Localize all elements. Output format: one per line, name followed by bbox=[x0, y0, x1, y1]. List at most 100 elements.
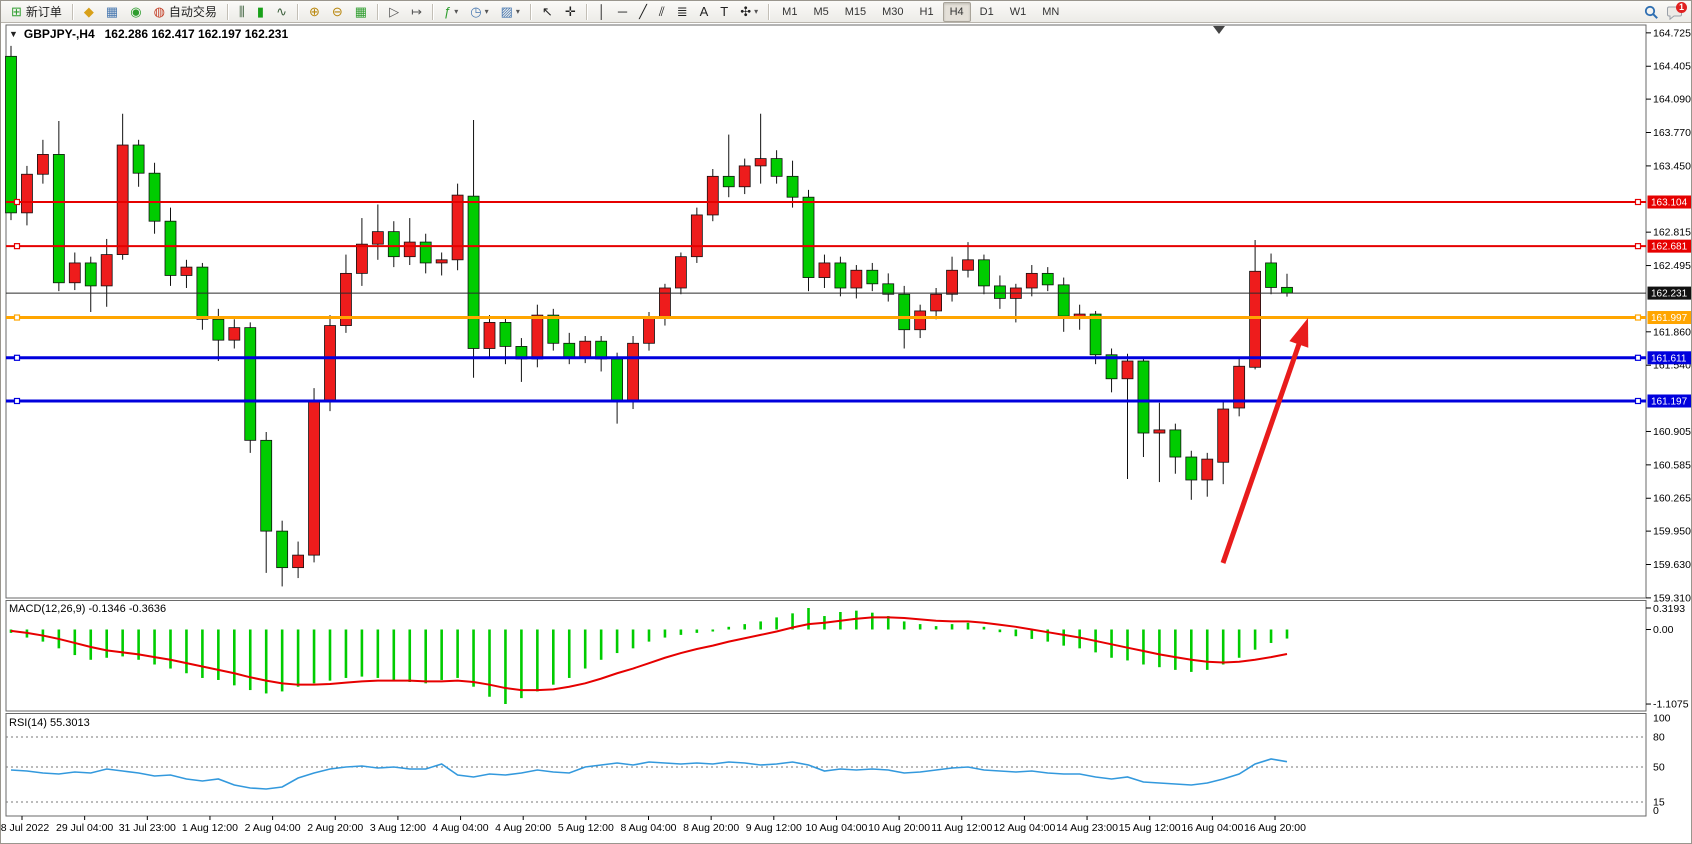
price-tick-label: 164.725 bbox=[1653, 27, 1691, 39]
timeframe-m1[interactable]: M1 bbox=[782, 5, 798, 18]
indicators-button[interactable]: ƒ ▾ bbox=[439, 1, 463, 23]
candle-body bbox=[483, 322, 496, 349]
autotrading-button[interactable]: ◍ 自动交易 bbox=[149, 1, 222, 23]
toolbar-separator bbox=[377, 3, 380, 20]
fibonacci-button[interactable]: ≣ bbox=[672, 1, 693, 23]
time-tick-label: 1 Aug 12:00 bbox=[182, 822, 238, 834]
arrows-button[interactable]: ✣ ▾ bbox=[735, 1, 763, 23]
new-order-button-label: 新订单 bbox=[25, 5, 62, 19]
candle-body bbox=[834, 262, 847, 289]
time-tick-label: 31 Jul 23:00 bbox=[119, 822, 176, 834]
macd-tick-label: 0.3193 bbox=[1653, 603, 1685, 615]
price-tick-label: 160.585 bbox=[1653, 459, 1691, 471]
data-window-button[interactable]: ▦ bbox=[101, 1, 123, 23]
crosshair-button[interactable]: ✛ bbox=[560, 1, 581, 23]
candle-body bbox=[1089, 313, 1102, 356]
market-watch-button[interactable]: ◆ bbox=[79, 1, 99, 23]
candle-body bbox=[276, 530, 289, 569]
candle-body bbox=[531, 314, 544, 360]
candle-body bbox=[643, 317, 655, 344]
candle-body bbox=[1105, 354, 1118, 380]
time-tick-label: 5 Aug 12:00 bbox=[558, 822, 614, 834]
macd-pane[interactable] bbox=[5, 600, 1647, 712]
rsi-tick-label: 0 bbox=[1653, 805, 1659, 817]
line-handle[interactable] bbox=[1634, 397, 1642, 405]
timeframe-m15[interactable]: M15 bbox=[844, 5, 867, 18]
time-tick-label: 15 Aug 12:00 bbox=[1119, 822, 1181, 834]
line-handle[interactable] bbox=[13, 198, 21, 206]
price-tick-label: 163.450 bbox=[1653, 160, 1691, 172]
zoom-in-button[interactable]: ⊕ bbox=[304, 1, 325, 23]
line-chart-button[interactable]: ∿ bbox=[271, 1, 292, 23]
toolbar-separator bbox=[296, 3, 299, 20]
line-handle[interactable] bbox=[13, 354, 21, 361]
time-tick-label: 8 Aug 04:00 bbox=[620, 822, 676, 834]
cursor-icon: ↖ bbox=[541, 3, 553, 19]
equidistant-channel-button[interactable]: ⫽ bbox=[654, 1, 670, 23]
vertical-line-button[interactable]: │ bbox=[593, 1, 611, 23]
line-handle[interactable] bbox=[13, 397, 21, 405]
periods-button[interactable]: ◷ ▾ bbox=[465, 1, 493, 23]
chat-icon[interactable]: 1 bbox=[1665, 2, 1687, 22]
chart-shift-button[interactable]: ↦ bbox=[406, 1, 427, 23]
line-handle[interactable] bbox=[1634, 354, 1642, 361]
time-tick-label: 4 Aug 04:00 bbox=[433, 822, 489, 834]
new-order-button[interactable]: ⊞ 新订单 bbox=[6, 1, 67, 23]
bar-chart-button[interactable]: ⫼ bbox=[234, 1, 250, 23]
text-button[interactable]: A bbox=[695, 1, 714, 23]
timeframe-w1[interactable]: W1 bbox=[1009, 5, 1027, 18]
periods-icon: ◷ bbox=[470, 3, 482, 19]
cursor-button[interactable]: ↖ bbox=[537, 1, 558, 23]
trend-arrow-shaft[interactable] bbox=[1220, 337, 1304, 564]
toolbar-separator bbox=[431, 3, 434, 20]
templates-button-dropdown-icon[interactable]: ▾ bbox=[515, 7, 520, 16]
candle-body bbox=[324, 325, 336, 402]
line-handle[interactable] bbox=[13, 243, 21, 250]
macd-signal-line bbox=[10, 616, 1288, 692]
timeframe-m5[interactable]: M5 bbox=[813, 5, 829, 18]
periods-button-dropdown-icon[interactable]: ▾ bbox=[484, 7, 489, 16]
line-handle[interactable] bbox=[13, 314, 21, 321]
timeframe-h4[interactable]: H4 bbox=[942, 1, 971, 22]
toolbar-separator bbox=[71, 3, 74, 20]
candle-body bbox=[1201, 458, 1214, 481]
time-tick-label: 16 Aug 20:00 bbox=[1244, 822, 1306, 834]
indicators-button-dropdown-icon[interactable]: ▾ bbox=[454, 7, 459, 16]
time-tick-label: 16 Aug 04:00 bbox=[1181, 822, 1243, 834]
zoom-out-button[interactable]: ⊖ bbox=[327, 1, 348, 23]
timeframe-mn[interactable]: MN bbox=[1042, 5, 1060, 18]
timeframe-d1[interactable]: D1 bbox=[979, 5, 994, 18]
toolbar-separator bbox=[585, 3, 588, 20]
candle-body bbox=[802, 196, 815, 278]
price-pane[interactable] bbox=[5, 24, 1647, 599]
price-tick-label: 159.950 bbox=[1653, 526, 1691, 538]
candlestick-chart-button[interactable]: ▮ bbox=[252, 1, 269, 23]
horizontal-line-button[interactable]: ─ bbox=[613, 1, 632, 23]
search-icon[interactable] bbox=[1641, 2, 1661, 22]
price-line-badge bbox=[1647, 239, 1691, 253]
rsi-tick-label: 50 bbox=[1653, 762, 1665, 774]
timeframe-m30[interactable]: M30 bbox=[882, 5, 904, 18]
candle-body bbox=[946, 269, 958, 295]
auto-scroll-button[interactable]: ▷ bbox=[384, 1, 404, 23]
line-handle[interactable] bbox=[1634, 198, 1642, 206]
candle-body bbox=[563, 342, 576, 358]
arrows-button-dropdown-icon[interactable]: ▾ bbox=[754, 7, 759, 16]
chart-menu-caret-icon[interactable]: ▼ bbox=[9, 29, 18, 39]
trend-arrow-head[interactable] bbox=[1289, 318, 1309, 348]
line-handle[interactable] bbox=[1634, 243, 1642, 250]
line-handle[interactable] bbox=[1634, 314, 1642, 321]
trendline-button[interactable]: ╱ bbox=[634, 1, 652, 23]
chart-area[interactable]: 164.725 164.405 164.090 163.770 163.450 162.8… bbox=[1, 23, 1692, 844]
timeframe-h1[interactable]: H1 bbox=[919, 5, 934, 18]
price-line-badge bbox=[1647, 394, 1691, 408]
templates-button[interactable]: ▨ ▾ bbox=[496, 1, 525, 23]
navigator-button[interactable]: ◉ bbox=[125, 1, 146, 23]
candle-body bbox=[164, 220, 177, 276]
tile-windows-button[interactable]: ▦ bbox=[350, 1, 372, 23]
chart-canvas[interactable]: 164.725 164.405 164.090 163.770 163.450 162.8… bbox=[1, 23, 1692, 844]
rsi-pane[interactable] bbox=[5, 713, 1647, 817]
notification-badge[interactable]: 1 bbox=[1676, 2, 1687, 13]
price-tick-label: 163.770 bbox=[1653, 127, 1691, 139]
text-label-button[interactable]: T bbox=[715, 1, 733, 23]
